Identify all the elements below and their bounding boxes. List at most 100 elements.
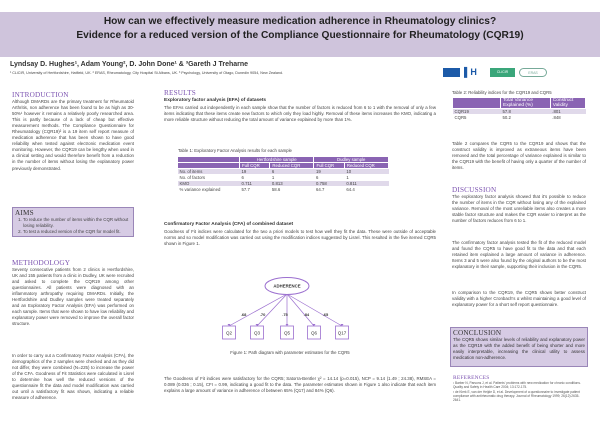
table-cell: 19 [239, 168, 270, 175]
table-cell: 6 [269, 168, 314, 175]
table2-text: Table 2 compares the CQR5 to the CQR19 a… [452, 141, 586, 171]
item-label: Q2 [226, 331, 233, 336]
table-cell: 0.711 [239, 180, 270, 187]
efa-text: The EFAs carried out independently in ea… [164, 105, 436, 123]
results-heading: RESULTS [164, 89, 196, 97]
table-cell: CQR19 [452, 108, 501, 115]
path-diagram: Q2 .68 Q3 .70 Q5 .75 Q6 .84 Q17 .65 ADHERENCE [222, 277, 349, 340]
introduction-text: Although DMARDs are the primary treatmen… [12, 99, 134, 171]
title-band [0, 12, 600, 57]
arrow-head [227, 324, 231, 326]
table2-header: Total Variance Explained (%) [500, 97, 551, 109]
item-box [280, 325, 294, 340]
table-cell: 57.8 [500, 108, 551, 115]
affiliations: ¹ CLiCIR, University of Hertfordshire, H… [10, 71, 284, 75]
table-cell: KMO [177, 180, 240, 187]
table2-header: Construct Validity [549, 97, 587, 109]
path-arrow [286, 293, 315, 327]
introduction-heading: INTRODUCTION [12, 91, 69, 99]
discussion-text-3: In comparison to the CQR19, the CQR5 sho… [452, 290, 586, 308]
table-cell: 64.7 [313, 186, 345, 193]
table-cell: 0.758 [313, 180, 345, 187]
aim-item: To test a reduced version of the CQR for… [23, 229, 131, 235]
discussion-text-2: The confirmatory factor analysis tested … [452, 240, 586, 270]
table-cell: 57.7 [239, 186, 270, 193]
table2: Total Variance Explained (%) Construct Va… [452, 97, 587, 121]
discussion-text-1: The exploratory factor analysis showed t… [452, 194, 586, 224]
loading-label: .68 [241, 312, 247, 317]
table-cell: 1 [344, 174, 389, 181]
table1-subheader: Full CQR [238, 162, 271, 169]
reference-item: ² de Klerk E, van der Heijde D, et al. D… [453, 389, 580, 403]
item-label: Q3 [254, 331, 261, 336]
item-box [335, 325, 349, 340]
path-arrow [228, 293, 288, 327]
title-line-1: How can we effectively measure medicatio… [103, 16, 497, 27]
table-cell: % variance explained [177, 186, 240, 193]
table2-header [452, 97, 501, 109]
loading-label: .75 [282, 312, 288, 317]
title-line-2: Evidence for a reduced version of the Co… [76, 29, 524, 41]
path-arrow [256, 293, 288, 327]
conclusion-box: CONCLUSION The CQR5 shows similar levels… [450, 327, 588, 367]
table2-caption: Table 2: Reliability indices for the CQR… [452, 90, 552, 95]
cfa-text: Goodness of Fit indices were calculated … [164, 229, 436, 247]
latent-label: ADHERENCE [273, 284, 300, 289]
arrow-head [312, 324, 316, 326]
methodology-text-1: Seventy consecutive patients from 2 clin… [12, 267, 134, 327]
aims-box: AIMS To reduce the number of items withi… [12, 207, 134, 237]
latent-ellipse [264, 277, 310, 295]
table-row: % variance explained 57.7 58.6 64.7 64.4 [177, 186, 389, 193]
methodology-text-2: In order to carry out a Confirmatory Fac… [12, 353, 134, 401]
table-cell: 19 [313, 168, 345, 175]
logo-clicir: CLiCIR [490, 68, 515, 77]
discussion-heading: DISCUSSION [452, 186, 497, 194]
reference-item: ¹ Barber N, Parsons J, et al. Patients' … [453, 381, 581, 390]
item-box [307, 325, 321, 340]
table-cell: No. of items [177, 168, 240, 175]
table-cell: CQR5 [452, 114, 501, 121]
table-cell: .801 [550, 108, 586, 115]
loading-label: .65 [323, 312, 329, 317]
cfa-title: Confirmatory Factor Analysis (CFA) of co… [164, 222, 294, 227]
references-list: ¹ Barber N, Parsons J, et al. Patients' … [453, 381, 585, 402]
conclusion-text: The CQR5 shows similar levels of reliabi… [453, 337, 585, 361]
path-arrow [286, 293, 343, 327]
aim-item: To reduce the number of items within the… [23, 217, 131, 229]
arrow-head [340, 324, 344, 326]
table-cell: 10 [344, 168, 389, 175]
table-cell: .848 [550, 114, 586, 121]
table1-caption: Table 1: Exploratory Factor Analysis res… [178, 148, 292, 153]
table-row: CQR19 57.8.801 [452, 108, 586, 115]
table-row: No. of factors 6 1 6 1 [177, 174, 389, 181]
item-box [222, 325, 236, 340]
conclusion-heading: CONCLUSION [453, 329, 502, 337]
figure-caption: Figure 1: Path diagram with parameter es… [230, 350, 350, 355]
table-cell: 58.6 [269, 186, 314, 193]
table-cell: 0.813 [269, 180, 314, 187]
item-label: Q6 [311, 331, 318, 336]
table-row: KMO 0.711 0.813 0.758 0.811 [177, 180, 389, 187]
table-cell: 6 [313, 174, 345, 181]
table-cell: 1 [269, 174, 314, 181]
references-heading: REFERENCES [453, 375, 490, 381]
table1-subheader: Reduced CQR [343, 162, 390, 169]
item-label: Q5 [284, 331, 291, 336]
item-label: Q17 [338, 331, 347, 336]
arrow-head [255, 324, 259, 326]
logo-uh: ▌H [464, 67, 477, 77]
authors: Lyndsay D. Hughes¹, Adam Young², D. John… [10, 61, 249, 68]
fit-text: The Goodness of Fit indices were satisfa… [164, 376, 436, 394]
table-row: No. of items 19 6 19 10 [177, 168, 389, 175]
table1-subheader: Full CQR [313, 162, 345, 169]
table-row: CQR5 50.2.848 [452, 114, 586, 121]
arrow-head [285, 324, 289, 326]
methodology-heading: METHODOLOGY [12, 259, 71, 267]
item-box [250, 325, 264, 340]
table1: Hertfordshire sample Dudley sample Full C… [177, 156, 390, 193]
efa-title: Exploratory factor analysis (EFA) of dat… [164, 98, 267, 103]
table-cell: 64.4 [344, 186, 389, 193]
table-cell: 50.2 [500, 114, 551, 121]
loading-label: .84 [304, 312, 310, 317]
poster-title: How can we effectively measure medicatio… [0, 15, 600, 42]
